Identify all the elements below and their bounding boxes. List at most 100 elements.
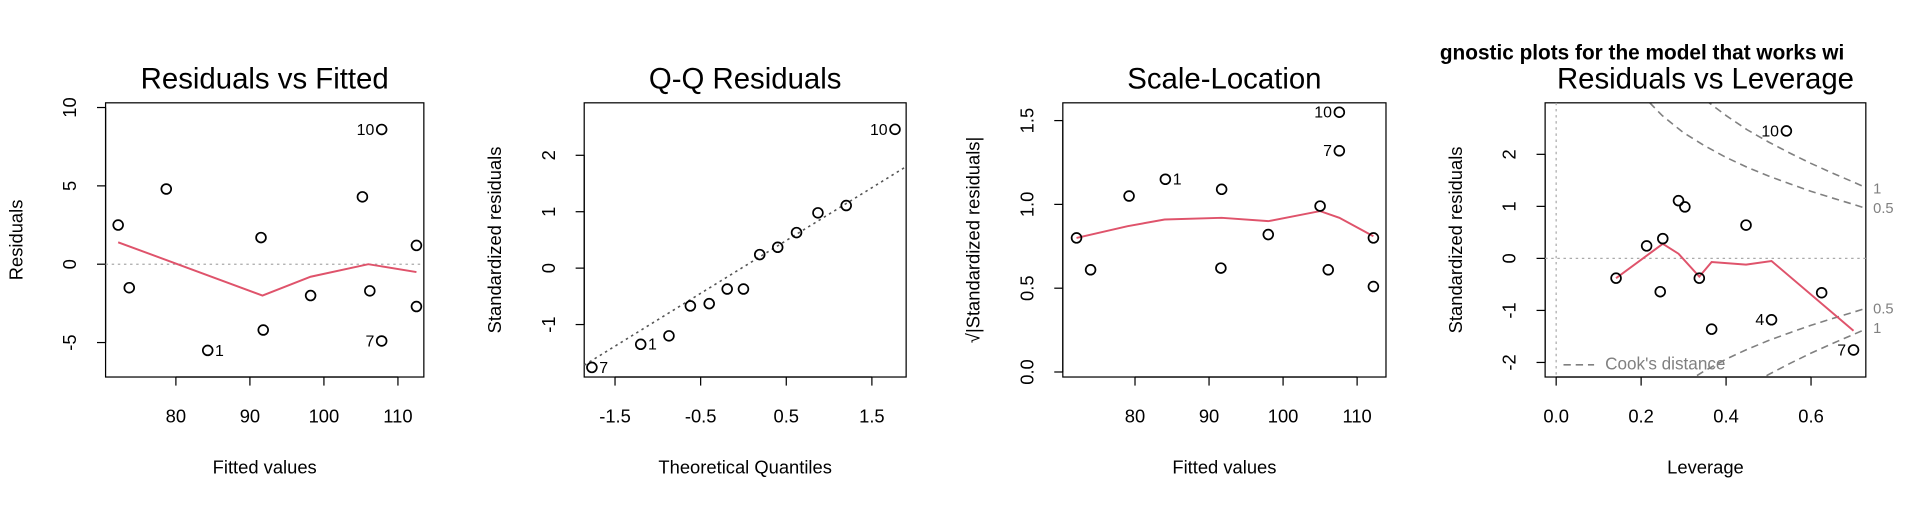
point xyxy=(1070,232,1083,244)
point-label: 10 xyxy=(870,122,888,139)
point xyxy=(1740,219,1752,231)
point xyxy=(634,338,647,351)
point xyxy=(1367,232,1380,244)
point-label: 10 xyxy=(357,122,375,139)
smooth-line xyxy=(117,241,417,297)
panel-title: Scale-Location xyxy=(1127,63,1321,96)
point-label: 1 xyxy=(1173,172,1182,189)
x-tick-label: 0.2 xyxy=(1628,405,1654,426)
point xyxy=(586,361,598,374)
x-axis-label: Leverage xyxy=(1667,457,1744,478)
point xyxy=(1333,106,1346,118)
y-axis-label: Standardized residuals xyxy=(484,147,505,334)
point xyxy=(889,123,901,136)
y-tick-label: 0 xyxy=(538,263,559,273)
cook-curve xyxy=(1648,102,1866,210)
y-axis-label: Standardized residuals xyxy=(1445,147,1466,334)
x-tick-label: 110 xyxy=(1342,405,1371,426)
point-label: 4 xyxy=(1755,312,1764,329)
point xyxy=(663,330,675,342)
point xyxy=(375,335,388,347)
y-tick-label: -1 xyxy=(1499,302,1520,318)
point-label: 7 xyxy=(365,333,374,350)
point xyxy=(1705,323,1718,335)
point xyxy=(1314,200,1326,212)
y-tick-label: 1.0 xyxy=(1016,192,1037,218)
point xyxy=(1847,344,1860,356)
point xyxy=(684,300,697,312)
point xyxy=(790,226,803,239)
point xyxy=(1322,264,1334,276)
cook-curve xyxy=(1707,102,1866,189)
x-tick-label: 1.5 xyxy=(859,405,885,426)
y-tick-label: 0 xyxy=(1499,253,1520,263)
point xyxy=(1610,272,1622,284)
point xyxy=(1693,272,1706,284)
point-label: 1 xyxy=(215,343,224,360)
x-axis-label: Fitted values xyxy=(1172,457,1276,478)
x-tick-label: 0.4 xyxy=(1713,405,1739,426)
x-axis-label: Theoretical Quantiles xyxy=(658,457,831,478)
point xyxy=(703,297,715,310)
y-tick-label: -5 xyxy=(59,334,80,350)
point xyxy=(1672,194,1685,207)
y-tick-label: 0.0 xyxy=(1016,359,1037,385)
point xyxy=(1679,201,1691,213)
cook-contours xyxy=(1648,102,1866,378)
y-axis-label: Residuals xyxy=(5,200,26,281)
point xyxy=(1123,190,1135,202)
cook-curve xyxy=(1762,328,1866,378)
x-tick-label: 80 xyxy=(166,405,186,426)
point xyxy=(1262,228,1275,241)
point xyxy=(1815,286,1828,299)
point xyxy=(356,191,369,203)
contour-label: 0.5 xyxy=(1873,302,1893,318)
point xyxy=(1367,280,1380,293)
point xyxy=(721,283,733,295)
x-tick-label: 100 xyxy=(309,405,340,426)
point-label: 10 xyxy=(1314,105,1332,122)
point xyxy=(123,281,136,294)
cook-curve xyxy=(1693,307,1866,378)
point xyxy=(737,283,750,295)
y-tick-label: -2 xyxy=(1499,354,1520,370)
y-tick-label: 1 xyxy=(1499,201,1520,211)
point xyxy=(840,199,852,212)
y-tick-label: 1 xyxy=(538,207,559,217)
point xyxy=(364,285,376,297)
legend-label: Cook's distance xyxy=(1605,353,1725,373)
x-tick-label: 80 xyxy=(1125,405,1145,426)
x-tick-label: 100 xyxy=(1268,405,1299,426)
point-label: 10 xyxy=(1761,123,1779,140)
panel-title: Residuals vs Leverage xyxy=(1557,63,1854,96)
x-tick-label: -0.5 xyxy=(685,405,717,426)
point xyxy=(771,241,784,254)
point-label: 1 xyxy=(648,337,657,354)
point xyxy=(1159,173,1172,186)
point xyxy=(1780,125,1793,137)
y-tick-label: 10 xyxy=(59,97,80,117)
point xyxy=(1215,183,1228,196)
point-label: 7 xyxy=(1323,143,1332,160)
contour-label: 1 xyxy=(1873,182,1881,198)
x-tick-label: 90 xyxy=(1199,405,1219,426)
y-tick-label: 5 xyxy=(59,181,80,191)
contour-label: 1 xyxy=(1873,321,1881,337)
point xyxy=(201,344,214,357)
y-axis-label: √|Standardized residuals| xyxy=(963,137,984,343)
y-tick-label: 0 xyxy=(59,259,80,269)
x-tick-label: 90 xyxy=(240,405,260,426)
plot-box xyxy=(104,102,425,378)
point xyxy=(1654,285,1666,298)
point xyxy=(1333,145,1346,157)
point-label: 7 xyxy=(1837,342,1846,359)
x-tick-label: 110 xyxy=(383,405,412,426)
smooth-line xyxy=(1615,242,1855,332)
point xyxy=(753,248,766,261)
qq-line xyxy=(583,165,907,366)
y-tick-label: 2 xyxy=(538,150,559,160)
y-tick-label: 2 xyxy=(1499,149,1520,159)
point-label: 7 xyxy=(599,360,608,377)
x-tick-label: 0.6 xyxy=(1798,405,1824,426)
